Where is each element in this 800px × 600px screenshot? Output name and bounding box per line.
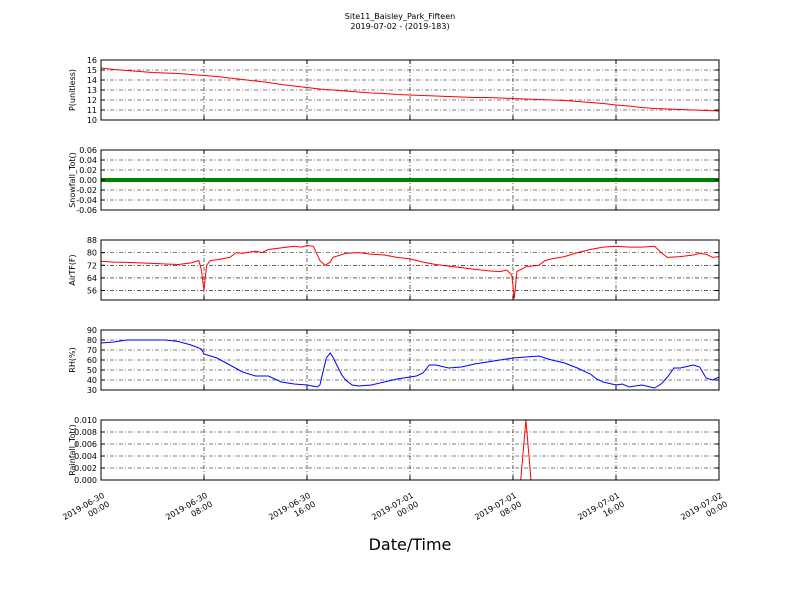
y-tick-label: 16 — [87, 56, 97, 65]
y-tick-label: 0.04 — [79, 156, 97, 165]
y-tick-label: 0.006 — [74, 440, 97, 449]
series-line-1 — [100, 67, 720, 112]
y-tick-label: 80 — [87, 336, 97, 345]
y-tick-label: 0.002 — [74, 464, 97, 473]
y-tick-label: 72 — [87, 261, 97, 270]
y-tick-label: 56 — [87, 287, 97, 296]
subplot-2: -0.06-0.04-0.020.000.020.040.06Snowfall_… — [68, 146, 720, 215]
subplot-3: 56 64 72 80 88 AirTF(F) — [68, 236, 720, 301]
y-tick-label: 0.008 — [74, 428, 97, 437]
y-tick-label: 0.000 — [74, 476, 97, 485]
y-tick-label: 0.02 — [79, 166, 97, 175]
chart-title-line2: 2019-07-02 - (2019-183) — [350, 22, 449, 31]
y-axis-label: Snowfall_Tot() — [68, 152, 77, 208]
y-tick-label: 70 — [87, 346, 97, 355]
series-line-1 — [100, 244, 720, 299]
y-tick-label: 0.010 — [74, 416, 97, 425]
y-tick-label: 30 — [87, 386, 97, 395]
y-tick-label: -0.06 — [76, 206, 97, 215]
x-axis-label: Date/Time — [369, 535, 452, 554]
y-tick-label: 10 — [87, 116, 97, 125]
y-tick-label: 64 — [87, 274, 97, 283]
y-tick-label: 12 — [87, 96, 97, 105]
y-tick-label: 0.004 — [74, 452, 97, 461]
y-tick-label: 13 — [87, 86, 97, 95]
y-tick-label: 0.06 — [79, 146, 97, 155]
y-axis-label: Rainfall_Tot() — [68, 424, 77, 476]
subplot-5: 0.000 0.002 0.004 0.006 0.008 0.010Rainfall_T… — [68, 416, 720, 485]
chart-title-line1: Site11_Baisley_Park_Fifteen — [345, 12, 455, 21]
y-tick-label: -0.02 — [76, 186, 97, 195]
y-tick-label: 60 — [87, 356, 97, 365]
y-tick-label: 88 — [87, 236, 97, 245]
y-tick-label: 90 — [87, 326, 97, 335]
y-tick-label: -0.04 — [76, 196, 97, 205]
y-axis-label: P(unitless) — [68, 69, 77, 111]
y-axis-label: RH(%) — [68, 347, 77, 372]
y-tick-label: 40 — [87, 376, 97, 385]
y-tick-label: 0.00 — [79, 176, 97, 185]
y-tick-label: 11 — [87, 106, 97, 115]
y-tick-label: 50 — [87, 366, 97, 375]
y-tick-label: 15 — [87, 66, 97, 75]
y-tick-label: 80 — [87, 249, 97, 258]
y-axis-label: AirTF(F) — [68, 254, 77, 285]
series-line-1 — [100, 339, 720, 389]
y-tick-label: 14 — [87, 76, 97, 85]
